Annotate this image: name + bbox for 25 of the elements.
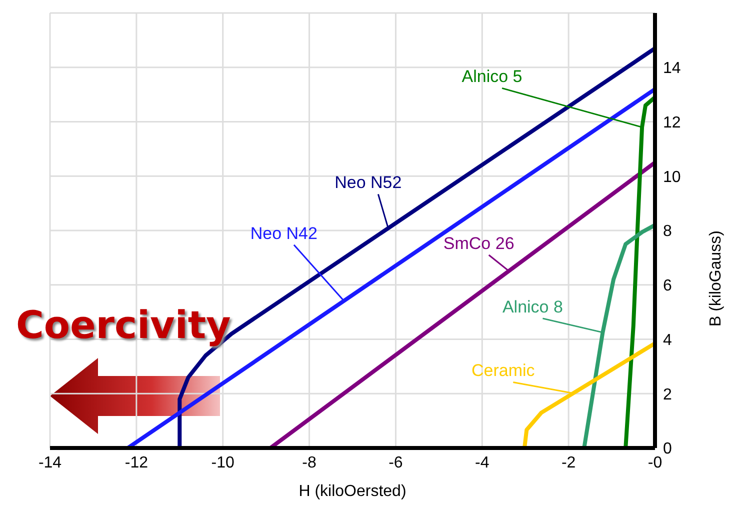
y-tick-label: 12 [663, 114, 681, 132]
series-label: SmCo 26 [443, 234, 514, 254]
y-tick-label: 6 [663, 278, 672, 295]
x-tick-label: -6 [388, 454, 403, 472]
annotation: Coercivity [16, 303, 232, 347]
x-axis-title: H (kiloOersted) [298, 483, 406, 500]
x-tick-label: -2 [561, 454, 576, 472]
y-tick-label: 2 [663, 386, 672, 404]
text: Alnico 8 [502, 297, 563, 316]
series-label: Neo N52 [334, 173, 402, 192]
x-tick-label: -10 [211, 454, 235, 472]
y-tick-label: 0 [663, 440, 672, 458]
x-tick-label: -12 [124, 454, 148, 472]
y-tick-label: 14 [663, 60, 681, 78]
x-tick-label: -0 [648, 454, 662, 472]
y-tick-label: 10 [663, 168, 681, 186]
y-tick-label: 8 [663, 223, 672, 240]
y-axis-title: B (kiloGauss) [708, 230, 725, 327]
x-tick-label: -14 [38, 454, 62, 472]
series-label: Ceramic [472, 361, 536, 380]
x-tick-label: -4 [475, 454, 490, 472]
text: Alnico 5 [462, 67, 522, 86]
x-tick-label: -8 [302, 454, 316, 472]
text: Neo N42 [250, 224, 318, 243]
y-tick-label: 4 [663, 332, 672, 349]
